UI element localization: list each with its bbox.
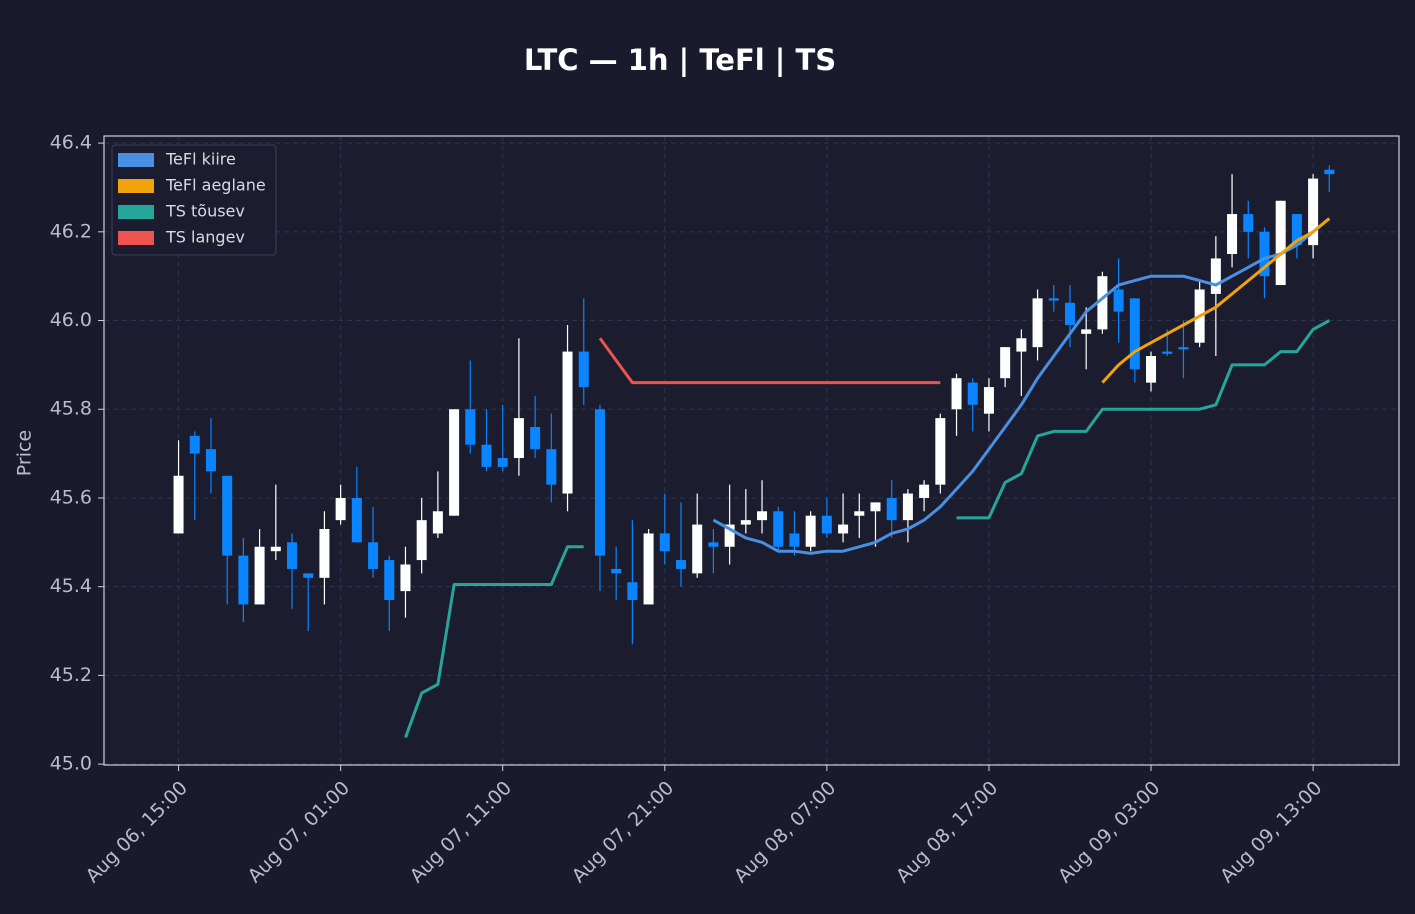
candle-body [643,533,654,605]
candle-body [173,475,184,534]
candle-body [1032,298,1043,348]
indicator-line [404,319,1331,739]
candle-body [303,573,314,578]
candle-body [886,497,897,521]
candle-body [449,409,460,516]
candle-body [1275,200,1286,286]
candle-body [724,524,735,547]
candle-body [740,520,751,525]
candle-body [287,542,298,569]
candle-body [319,529,330,578]
candle-body [1129,298,1140,370]
legend-label: TeFl aeglane [165,176,266,195]
candle-body [481,444,492,467]
candle-body [919,484,930,498]
axes-frame [103,135,1400,766]
candle-body [1243,214,1254,232]
candle-body [368,542,379,569]
candle-body [513,418,524,459]
candle-body [789,533,800,547]
y-tick-label: 45.6 [50,486,92,508]
candle-body [497,458,508,467]
candle-body [222,475,233,556]
candle-body [611,568,622,574]
candle-body [1081,329,1092,334]
legend-swatch [118,153,154,167]
candle-body [838,524,849,534]
candle-body [254,546,265,605]
candle-body [659,533,670,552]
candle-body [351,497,362,543]
indicator-line [598,337,941,385]
candle-body [1064,302,1075,325]
candle-body [675,560,686,569]
candle-body [205,449,216,472]
candle-body [692,524,703,574]
candle-body [578,351,589,388]
candle-body [238,555,249,605]
candle-body [400,564,411,592]
candle-body [432,511,443,534]
candle-body [821,515,832,534]
y-tick-label: 45.2 [50,664,92,686]
y-tick-label: 45.8 [50,398,92,420]
candle-body [1291,214,1302,246]
candle-body [562,351,573,494]
y-axis-label: Price [14,430,36,476]
indicator-line [712,217,1331,555]
candle-body [384,560,395,600]
candle-body [270,546,281,552]
y-tick-label: 45.4 [50,575,92,597]
candle-body [902,493,913,521]
legend-box [111,144,277,256]
candle-body [1324,169,1335,175]
candle-body [773,511,784,547]
legend-swatch [118,231,154,245]
candle-body [1146,356,1157,383]
candle-body [416,520,427,561]
candle-body [1178,347,1189,350]
candle-body [805,515,816,547]
candle-body [465,409,476,445]
candle-body [951,378,962,410]
candle-body [935,418,946,485]
y-tick-label: 46.4 [50,132,92,154]
legend-label: TeFl kiire [165,150,236,169]
candle-body [530,426,541,450]
legend-label: TS tõusev [165,202,245,221]
candle-body [983,387,994,414]
candle-body [967,382,978,405]
candle-body [1097,276,1108,330]
y-tick-label: 46.2 [50,220,92,242]
indicator-line [1101,217,1331,384]
legend-label: TS langev [165,228,245,247]
candle-body [1259,231,1270,277]
chart-title: LTC — 1h | TeFl | TS [524,43,836,77]
candle-body [1308,178,1319,246]
candle-body [1048,298,1059,301]
candle-body [708,542,719,547]
legend-swatch [118,179,154,193]
legend-swatch [118,205,154,219]
y-tick-label: 45.0 [50,753,92,775]
candle-body [627,582,638,600]
candle-body [594,409,605,556]
y-tick-label: 46.0 [50,309,92,331]
candle-body [854,511,865,516]
candle-body [757,511,768,521]
candle-body [189,435,200,454]
candle-body [546,449,557,485]
candle-body [1162,351,1173,354]
candle-body [1227,214,1238,254]
candle-body [1000,347,1011,379]
candle-body [1210,258,1221,294]
candle-body [335,497,346,521]
candle-body [1016,338,1027,352]
plot-area [104,136,1399,765]
candle-body [870,502,881,512]
candle-body [1113,289,1124,312]
